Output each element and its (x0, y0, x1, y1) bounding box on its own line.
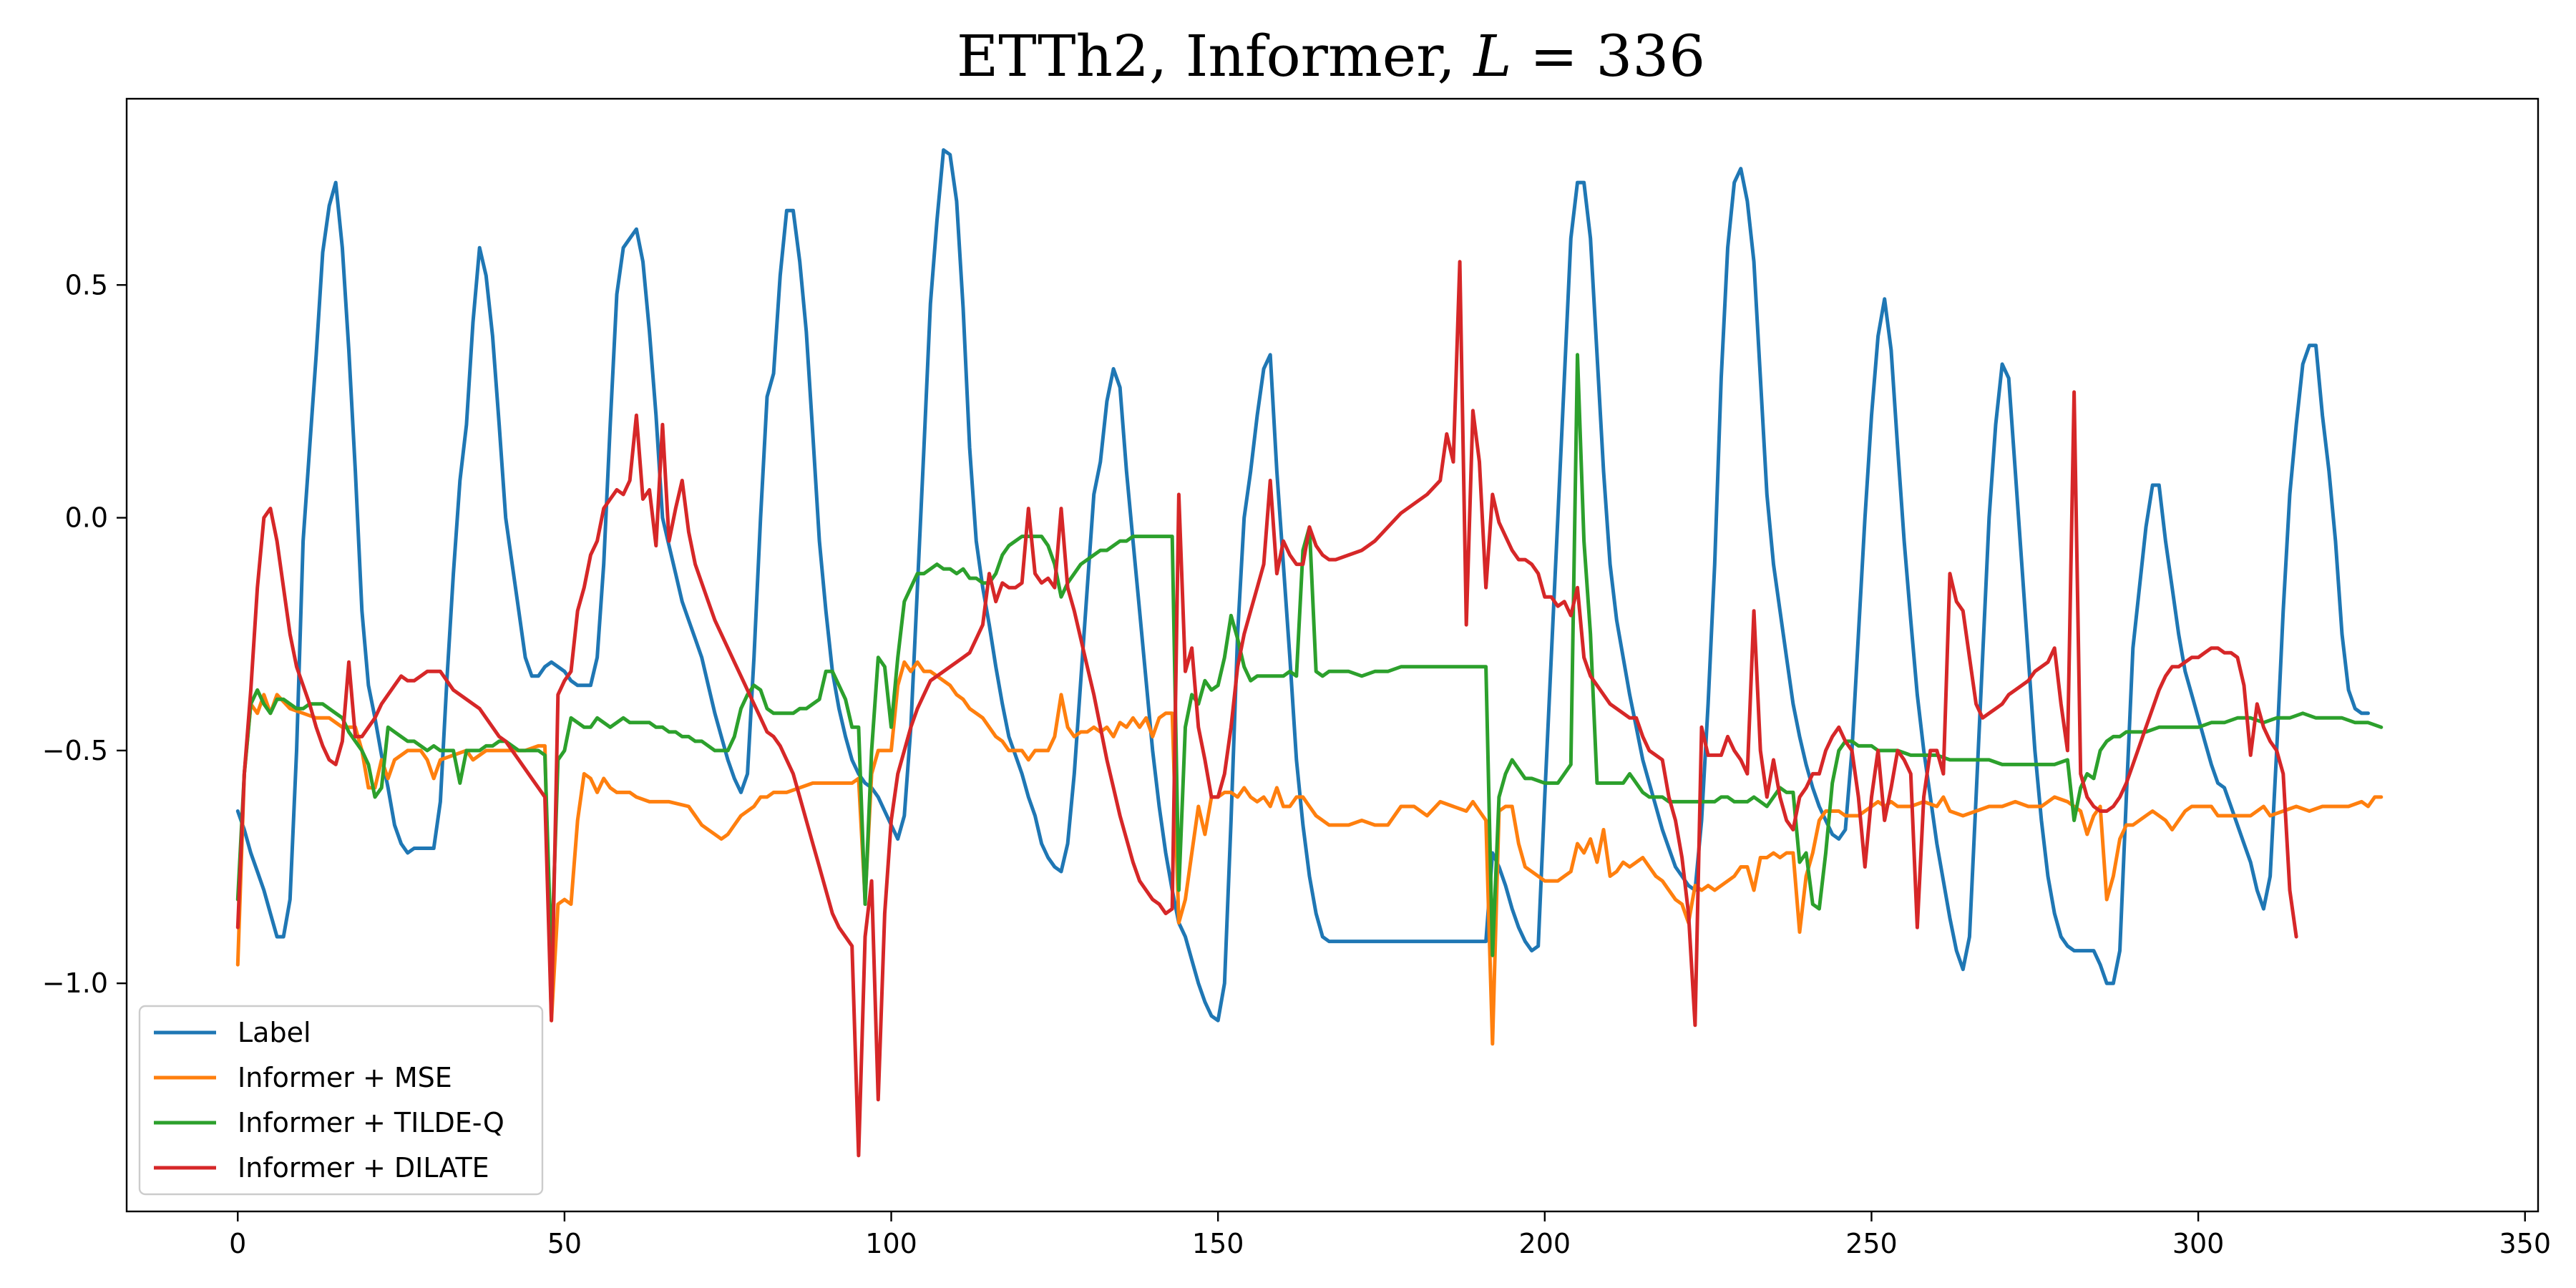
series-line-informer-tilde-q (235, 353, 2384, 962)
chart-title-prefix: ETTh2, Informer, (957, 23, 1474, 89)
x-tick-label: 0 (229, 1228, 246, 1259)
legend-box (138, 1005, 544, 1196)
x-tick-label: 150 (1192, 1228, 1244, 1259)
x-tick-label: 350 (2499, 1228, 2551, 1259)
legend: Label Informer + MSE Informer + TILDE-Q Inf… (138, 1005, 544, 1196)
chart-title: ETTh2, Informer, L = 336 (957, 23, 1705, 89)
series-line-informer-dilate (235, 260, 2298, 1158)
legend-label-informer-mse: Informer + MSE (238, 1062, 452, 1093)
x-tick-label: 300 (2172, 1228, 2225, 1259)
legend-label-label: Label (238, 1017, 311, 1048)
y-tick-label: 0.5 (65, 269, 108, 301)
legend-label-informer-dilate: Informer + DILATE (238, 1152, 489, 1184)
series-layer (235, 148, 2384, 1158)
x-tick-label: 100 (865, 1228, 917, 1259)
chart-title-suffix: = 336 (1512, 23, 1706, 89)
x-tick-label: 50 (547, 1228, 582, 1259)
chart-title-variable: L (1472, 23, 1511, 89)
series-line-label (235, 148, 2370, 1023)
y-tick-label: −1.0 (42, 967, 108, 999)
plot-area-frame (125, 97, 2540, 1213)
x-tick-label: 250 (1845, 1228, 1898, 1259)
x-axis: 0 50 100 150 200 250 300 350 (229, 1211, 2551, 1259)
series-line-informer-mse (235, 660, 2384, 1046)
y-tick-label: −0.5 (42, 735, 108, 766)
y-axis: 0.5 0.0 −0.5 −1.0 (42, 269, 127, 999)
y-tick-label: 0.0 (65, 502, 108, 534)
x-tick-label: 200 (1519, 1228, 1571, 1259)
legend-label-informer-tilde-q: Informer + TILDE-Q (238, 1107, 504, 1138)
